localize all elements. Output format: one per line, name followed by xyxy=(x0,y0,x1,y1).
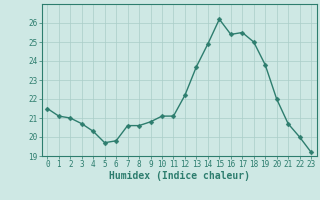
X-axis label: Humidex (Indice chaleur): Humidex (Indice chaleur) xyxy=(109,171,250,181)
